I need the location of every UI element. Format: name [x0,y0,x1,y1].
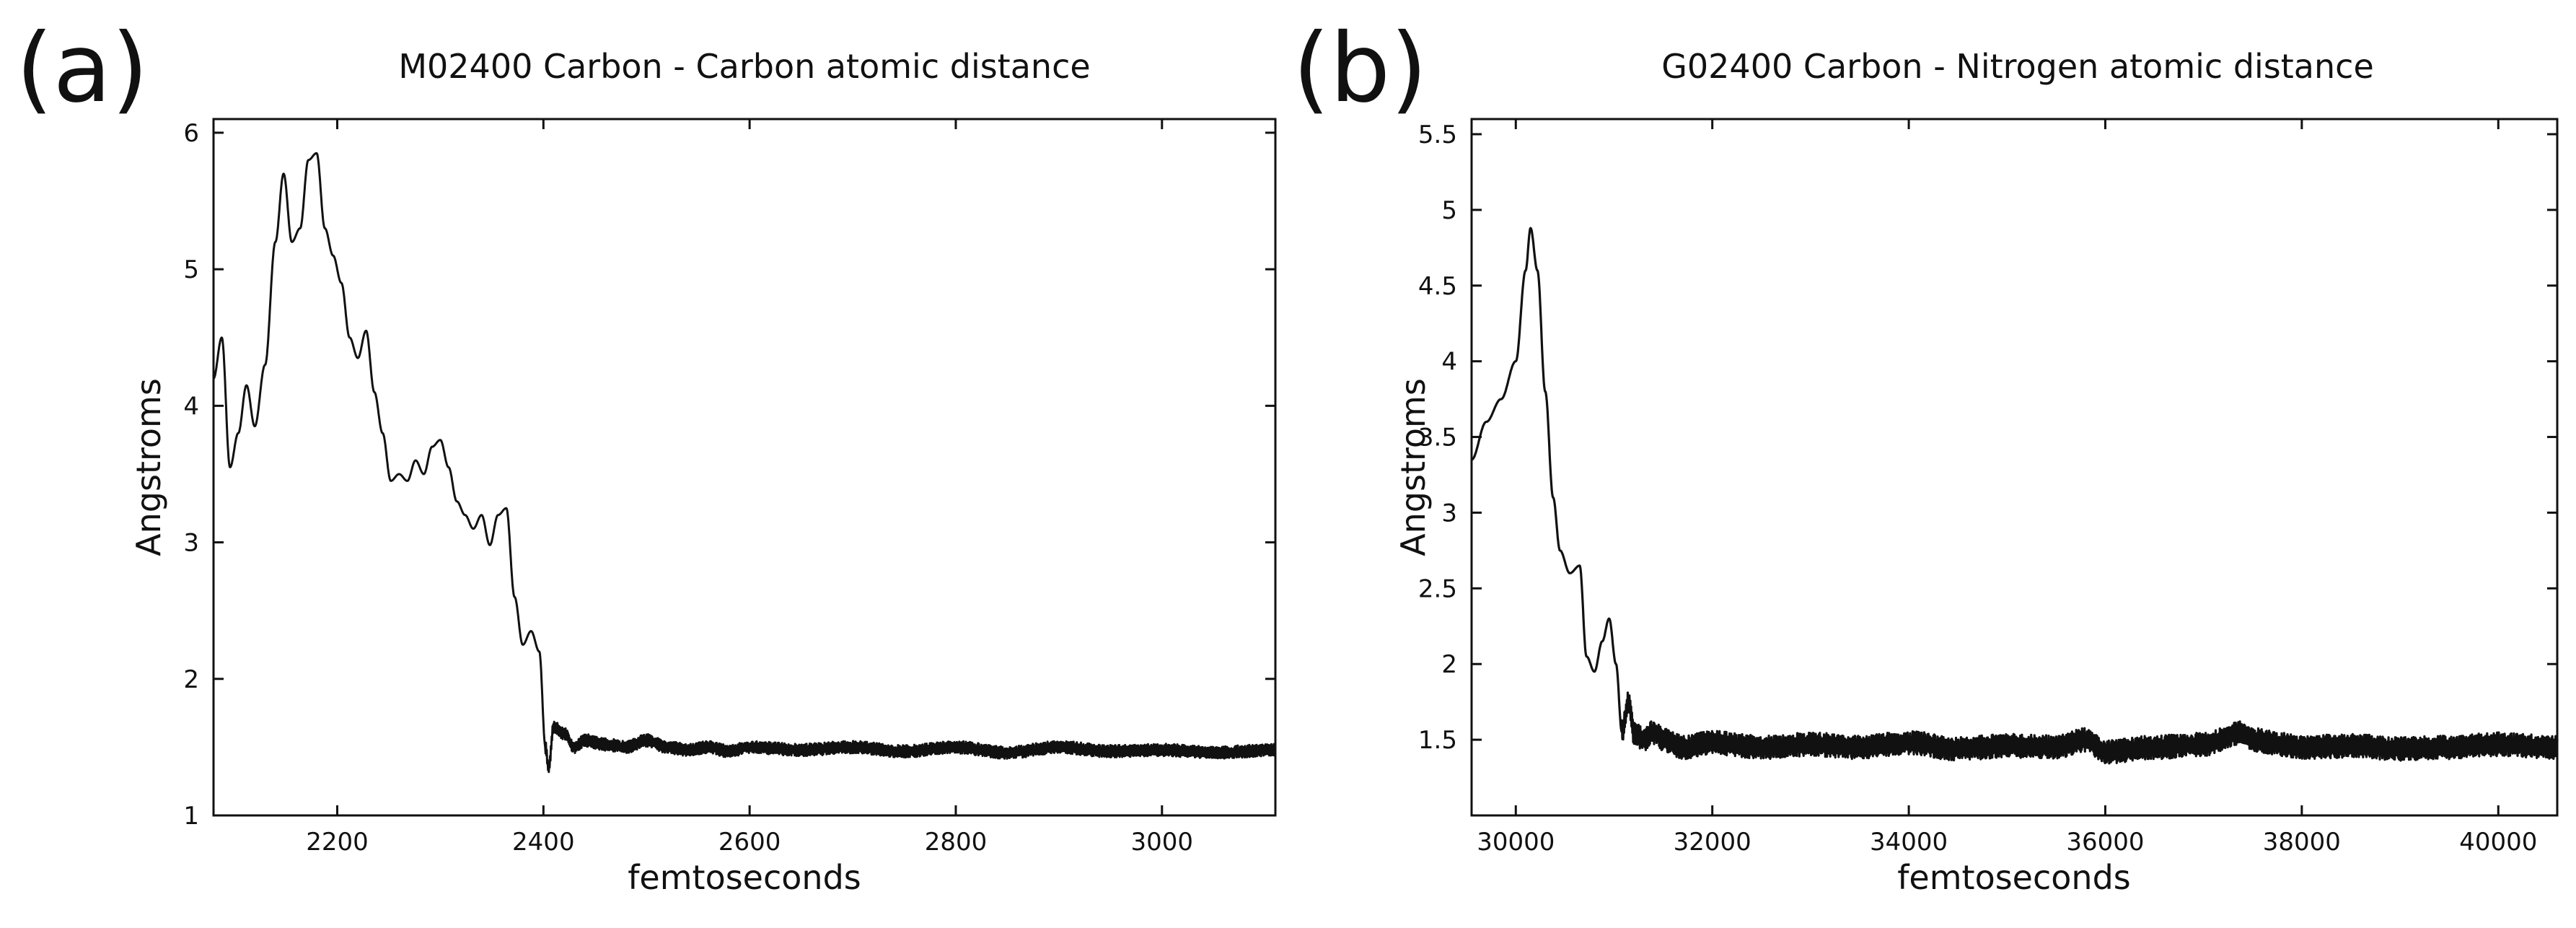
x-tick-label-1: 2400 [512,828,575,857]
x-axis-label-b: femtoseconds [1897,858,2131,897]
tick-group-a: 2200 2400 2600 2800 3000 1 2 3 4 5 6 [183,119,1275,857]
chart-svg-a: (a) M02400 Carbon - Carbon atomic distan… [16,13,1277,897]
plot-frame-a [212,118,1277,817]
x-tick-label-2: 34000 [1870,828,1948,857]
y-tick-label-3: 4 [183,392,199,421]
x-axis-label-a: femtoseconds [628,858,861,897]
y-tick-label-2: 2.5 [1418,574,1457,603]
x-tick-label-4: 38000 [2263,828,2341,857]
y-tick-label-0: 1 [183,802,199,831]
x-tick-label-0: 2200 [306,828,369,857]
chart-title-b: G02400 Carbon - Nitrogen atomic distance [1661,47,2374,86]
x-tick-label-5: 40000 [2459,828,2537,857]
y-tick-label-4: 3.5 [1418,424,1457,452]
y-tick-label-3: 3 [1441,499,1457,528]
chart-panel-a: (a) M02400 Carbon - Carbon atomic distan… [16,13,1277,897]
x-tick-label-3: 36000 [2066,828,2144,857]
y-tick-label-2: 3 [183,529,199,558]
x-tick-label-0: 30000 [1477,828,1555,857]
y-tick-label-1: 2 [1441,650,1457,679]
y-axis-label-a: Angstroms [129,378,168,556]
chart-title-a: M02400 Carbon - Carbon atomic distance [398,47,1090,86]
data-line-a [213,152,1277,774]
chart-panel-b: (b) G02400 Carbon - Nitrogen atomic dist… [1288,0,2575,928]
y-tick-label-4: 5 [183,255,199,284]
tick-group-b: 30000 32000 34000 36000 38000 40000 1.5 2 2.5 3 3.… [1418,119,2557,857]
x-tick-label-3: 2800 [925,828,988,857]
y-tick-label-0: 1.5 [1418,726,1457,755]
y-tick-label-1: 2 [183,665,199,694]
y-tick-label-7: 5 [1441,196,1457,225]
y-tick-label-6: 4.5 [1418,272,1457,301]
data-line-b [1471,227,2559,765]
panel-label-a: (a) [16,13,149,124]
y-tick-label-5: 4 [1441,348,1457,377]
chart-svg-b: (b) G02400 Carbon - Nitrogen atomic dist… [1293,13,2559,897]
y-tick-label-8: 5.5 [1418,121,1457,149]
y-axis-label-b: Angstroms [1394,378,1433,556]
x-tick-label-4: 3000 [1131,828,1194,857]
x-tick-label-2: 2600 [718,828,781,857]
y-tick-label-5: 6 [183,119,199,148]
plot-frame-b [1470,118,2559,817]
x-tick-label-1: 32000 [1674,828,1751,857]
panel-label-b: (b) [1293,13,1428,124]
